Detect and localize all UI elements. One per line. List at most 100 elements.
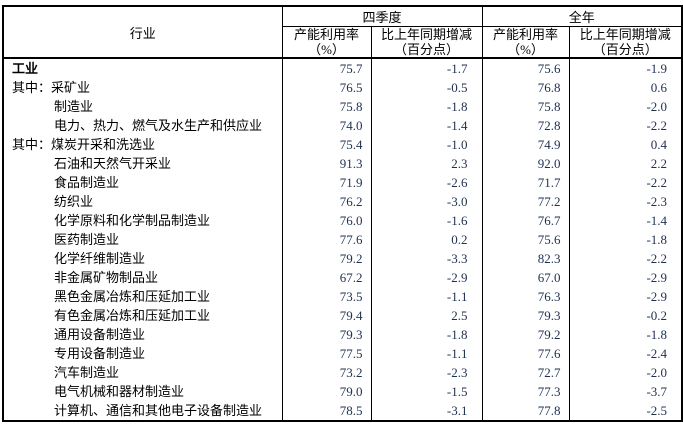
- year-change-cell: -0.2: [568, 306, 683, 325]
- q4-change-cell: -1.8: [370, 325, 483, 344]
- q4-rate-cell: 67.2: [281, 268, 371, 287]
- year-rate-cell: 76.8: [481, 78, 570, 97]
- year-rate-cell: 75.6: [481, 58, 570, 78]
- year-rate-cell: 79.3: [481, 306, 570, 325]
- year-rate-cell: 82.3: [481, 249, 570, 268]
- industry-name-label: 通用设备制造业: [54, 327, 146, 342]
- q4-change-cell: -0.5: [370, 78, 483, 97]
- industry-name-label: 采矿业: [51, 80, 91, 95]
- industry-name-cell: 计算机、通信和其他电子设备制造业: [3, 401, 282, 421]
- q4-change-cell: -2.3: [370, 363, 483, 382]
- q4-rate-cell: 77.5: [281, 344, 371, 363]
- industry-name-cell: 食品制造业: [3, 173, 282, 192]
- q4-rate-cell: 76.5: [281, 78, 371, 97]
- year-rate-cell: 76.3: [481, 287, 570, 306]
- q4-change-cell: -1.1: [370, 344, 483, 363]
- year-change-cell: 0.6: [568, 78, 683, 97]
- q4-rate-header-line2: （%）: [308, 42, 345, 57]
- header-group-row: 行业 四季度 全年: [2, 5, 683, 59]
- industry-name-label: 化学纤维制造业: [54, 251, 146, 266]
- industry-name-cell: 其中：采矿业: [3, 78, 282, 97]
- table-row: 电气机械和器材制造业 79.0 -1.5 77.3 -3.7: [3, 382, 683, 401]
- q4-rate-cell: 79.2: [281, 249, 371, 268]
- q4-rate-cell: 73.5: [281, 287, 371, 306]
- table-row: 非金属矿物制品业 67.2 -2.9 67.0 -2.9: [3, 268, 683, 287]
- year-rate-cell: 77.2: [481, 192, 570, 211]
- industry-name-cell: 有色金属冶炼和压延加工业: [3, 306, 282, 325]
- table-row: 其中：采矿业 76.5 -0.5 76.8 0.6: [3, 78, 683, 97]
- table-body: 工业 75.7 -1.7 75.6 -1.9 其中：采矿业 76.5 -0.5 …: [3, 58, 683, 421]
- year-rate-cell: 79.2: [481, 325, 570, 344]
- header-sub-row: 产能利用率 （%） 比上年同期增减 （百分点） 产能利用率 （%） 比上年同期增…: [3, 26, 683, 59]
- q4-change-cell: -2.6: [370, 173, 483, 192]
- industry-name-cell: 专用设备制造业: [3, 344, 282, 363]
- industry-name-label: 医药制造业: [54, 232, 120, 247]
- year-change-header-line2: （百分点）: [592, 42, 658, 57]
- q4-change-cell: -1.1: [370, 287, 483, 306]
- year-rate-header-line2: （%）: [507, 42, 544, 57]
- year-change-column-header: 比上年同期增减 （百分点）: [568, 26, 683, 59]
- row-prefix-label: 其中：: [12, 80, 52, 95]
- year-change-cell: -1.9: [568, 58, 683, 78]
- table-header: 行业 四季度 全年 产能利用率 （%） 比上年同期增减 （百分点） 产能利用率 …: [2, 5, 683, 59]
- industry-name-cell: 化学纤维制造业: [3, 249, 282, 268]
- industry-name-label: 食品制造业: [54, 175, 120, 190]
- industry-name-cell: 其中：煤炭开采和洗选业: [3, 135, 282, 154]
- q4-rate-cell: 77.6: [281, 230, 371, 249]
- industry-name-label: 工业: [12, 61, 39, 76]
- q4-rate-cell: 76.2: [281, 192, 371, 211]
- industry-column-header: 行业: [2, 5, 283, 59]
- q4-rate-cell: 75.7: [281, 58, 371, 78]
- year-change-cell: -2.4: [568, 344, 683, 363]
- q4-change-header-line2: （百分点）: [394, 42, 460, 57]
- industry-name-label: 黑色金属冶炼和压延加工业: [54, 289, 211, 304]
- year-rate-cell: 77.6: [481, 344, 570, 363]
- q4-rate-cell: 75.4: [281, 135, 371, 154]
- year-rate-column-header: 产能利用率 （%）: [481, 26, 570, 59]
- q4-rate-cell: 79.3: [281, 325, 371, 344]
- year-rate-cell: 77.8: [481, 401, 570, 421]
- industry-name-cell: 黑色金属冶炼和压延加工业: [3, 287, 282, 306]
- industry-name-label: 石油和天然气开采业: [54, 156, 172, 171]
- year-rate-cell: 71.7: [481, 173, 570, 192]
- q4-change-cell: -1.4: [370, 116, 483, 135]
- industry-name-label: 电气机械和器材制造业: [54, 384, 185, 399]
- q4-rate-cell: 74.0: [281, 116, 371, 135]
- industry-name-label: 纺织业: [54, 194, 94, 209]
- industry-name-label: 汽车制造业: [54, 365, 120, 380]
- industry-name-label: 煤炭开采和洗选业: [51, 137, 156, 152]
- industry-name-label: 非金属矿物制品业: [54, 270, 159, 285]
- industry-name-label: 电力、热力、燃气及水生产和供应业: [54, 118, 263, 133]
- q4-rate-cell: 91.3: [281, 154, 371, 173]
- industry-name-cell: 化学原料和化学制品制造业: [3, 211, 282, 230]
- row-prefix-label: 其中：: [12, 137, 52, 152]
- table-row: 电力、热力、燃气及水生产和供应业 74.0 -1.4 72.8 -2.2: [3, 116, 683, 135]
- table-row: 通用设备制造业 79.3 -1.8 79.2 -1.8: [3, 325, 683, 344]
- q4-rate-cell: 78.5: [281, 401, 371, 421]
- industry-name-cell: 通用设备制造业: [3, 325, 282, 344]
- year-change-cell: -1.8: [568, 230, 683, 249]
- year-rate-header-line1: 产能利用率: [493, 27, 559, 42]
- year-rate-cell: 75.6: [481, 230, 570, 249]
- industry-name-cell: 工业: [3, 58, 282, 78]
- year-change-cell: -2.2: [568, 116, 683, 135]
- industry-name-label: 计算机、通信和其他电子设备制造业: [54, 403, 263, 418]
- year-change-cell: -2.3: [568, 192, 683, 211]
- q4-rate-cell: 79.4: [281, 306, 371, 325]
- industry-name-label: 专用设备制造业: [54, 346, 146, 361]
- table-row: 汽车制造业 73.2 -2.3 72.7 -2.0: [3, 363, 683, 382]
- full-year-group-header: 全年: [481, 5, 683, 27]
- q4-change-cell: -1.0: [370, 135, 483, 154]
- industry-name-cell: 医药制造业: [3, 230, 282, 249]
- q4-change-column-header: 比上年同期增减 （百分点）: [370, 26, 483, 59]
- industry-name-label: 化学原料和化学制品制造业: [54, 213, 211, 228]
- year-change-cell: -2.9: [568, 268, 683, 287]
- year-change-cell: -2.9: [568, 287, 683, 306]
- year-change-cell: -3.7: [568, 382, 683, 401]
- year-rate-cell: 74.9: [481, 135, 570, 154]
- q4-change-cell: 2.3: [370, 154, 483, 173]
- industry-name-cell: 电力、热力、燃气及水生产和供应业: [3, 116, 282, 135]
- table-row: 其中：煤炭开采和洗选业 75.4 -1.0 74.9 0.4: [3, 135, 683, 154]
- year-change-cell: -2.0: [568, 97, 683, 116]
- table-row: 纺织业 76.2 -3.0 77.2 -2.3: [3, 192, 683, 211]
